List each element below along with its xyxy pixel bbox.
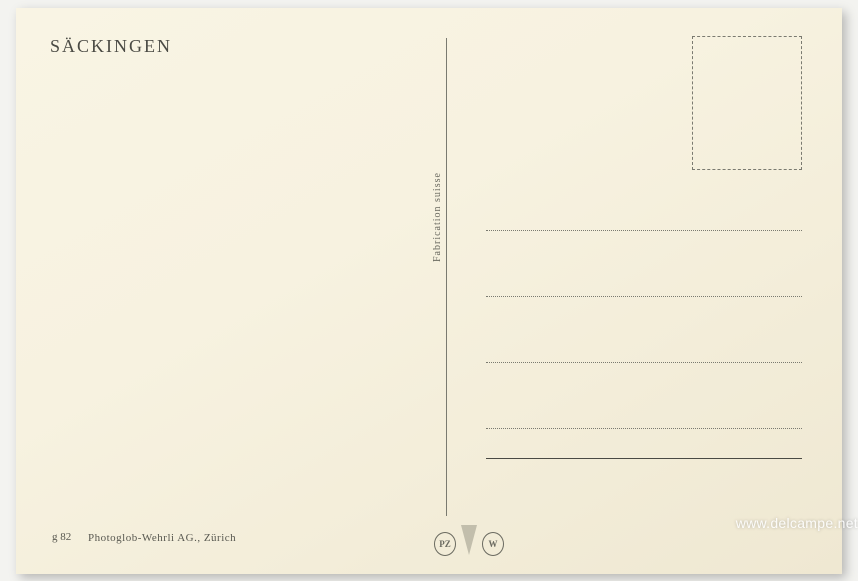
address-line [486,230,802,231]
fabrication-label: Fabrication suisse [432,172,443,262]
address-line [486,428,802,429]
postcard: SÄCKINGEN Fabrication suisse g 82 Photog… [16,8,842,574]
pz-logo-icon: PZ [434,532,456,556]
publisher-logos: PZ W [434,516,504,556]
triangle-logo-icon [461,525,477,555]
publisher-number: g 82 [52,531,71,543]
w-logo-icon: W [482,532,504,556]
center-divider [446,38,447,516]
watermark: www.delcampe.net [736,515,858,531]
address-line [486,296,802,297]
address-underline [486,458,802,459]
stamp-box [692,36,802,170]
address-line [486,362,802,363]
publisher-credit: Photoglob-Wehrli AG., Zürich [88,532,236,544]
postcard-title: SÄCKINGEN [50,36,172,57]
